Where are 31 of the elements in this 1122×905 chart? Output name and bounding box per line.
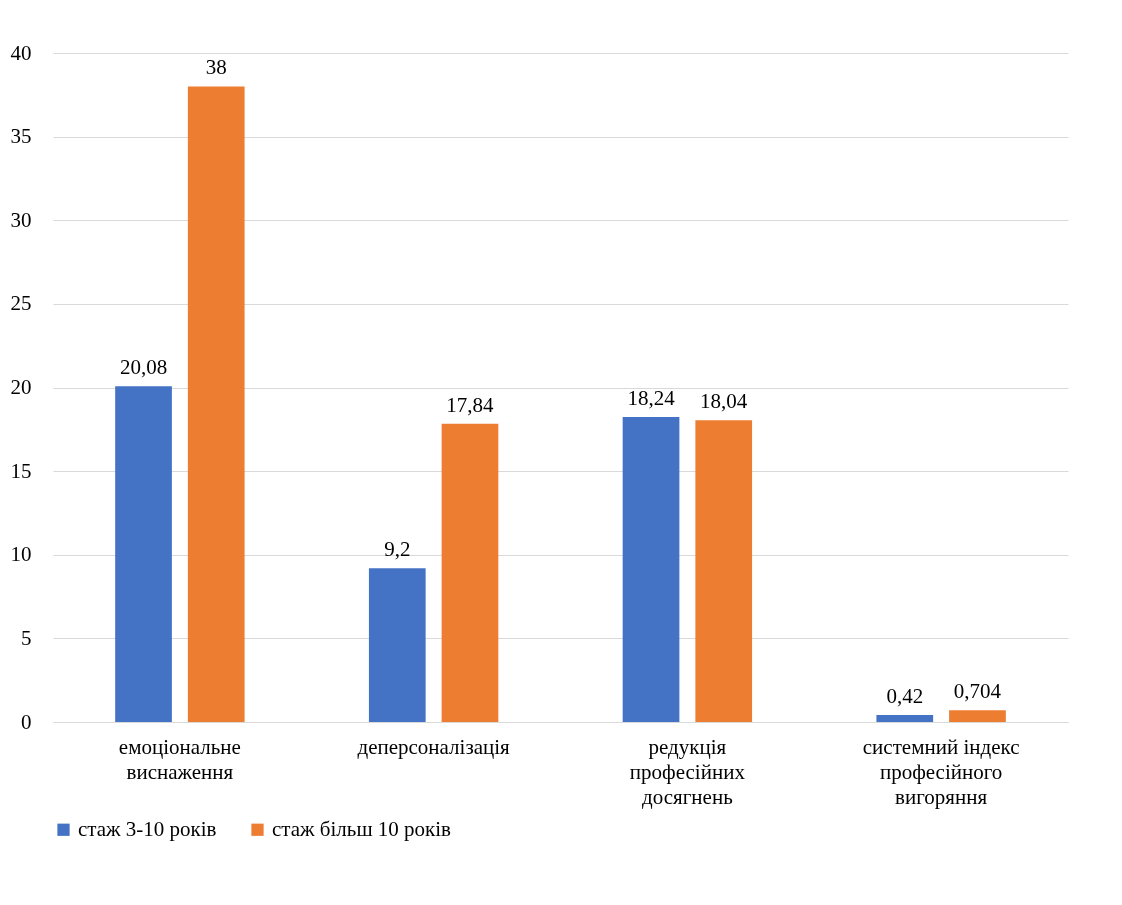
y-tick-label: 0 [21,709,32,734]
bar [949,710,1006,722]
x-tick-label: емоціональне виснаження [118,734,241,784]
x-tick-label: редукція професійних досягнень [629,734,746,809]
y-tick-label: 40 [10,40,32,65]
y-tick-label: 35 [10,124,32,149]
y-tick-label: 10 [10,542,32,567]
bar [187,86,245,722]
data-label: 0,704 [953,679,1002,704]
y-tick-label: 20 [10,375,32,399]
bar [876,714,934,722]
y-tick-label: 25 [10,291,32,316]
data-label: 9,2 [384,537,411,562]
bar [441,423,499,722]
data-label: 20,08 [119,355,168,380]
y-tick-label: 5 [21,625,32,650]
bar [622,416,680,722]
bar [115,386,172,722]
legend-label: стаж 3-10 років [78,816,217,841]
x-tick-label: системний індекс професійного вигоряння [862,734,1020,809]
x-tick-label: деперсоналізація [357,734,511,759]
y-tick-label: 15 [10,458,32,483]
data-label: 18,04 [700,389,748,414]
bar [368,568,426,722]
bar [695,420,753,722]
data-label: 17,84 [446,392,495,417]
data-label: 38 [205,55,227,80]
data-label: 18,24 [627,385,676,410]
data-label: 0,42 [886,683,924,708]
y-tick-label: 30 [10,207,32,232]
legend-label: стаж більш 10 років [272,816,452,841]
